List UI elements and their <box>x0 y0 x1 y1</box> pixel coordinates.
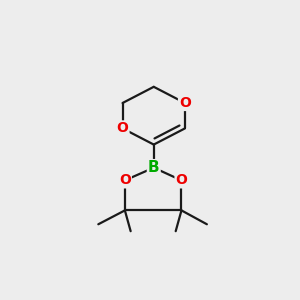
Text: O: O <box>176 173 188 188</box>
Text: O: O <box>179 96 191 110</box>
Text: O: O <box>117 122 128 135</box>
Text: B: B <box>148 160 160 175</box>
Text: O: O <box>119 173 131 188</box>
